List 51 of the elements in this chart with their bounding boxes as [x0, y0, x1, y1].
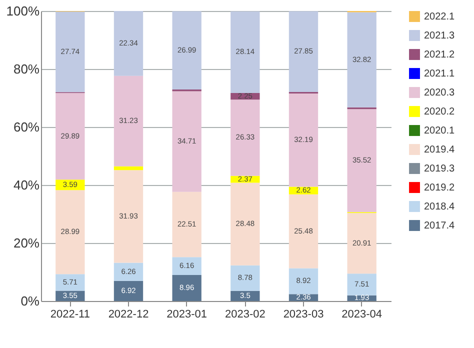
- legend-label: 2018.4: [424, 202, 456, 212]
- x-tick-label: 2022-12: [108, 308, 149, 320]
- bar: [56, 190, 85, 274]
- legend-label: 2020.3: [424, 88, 456, 98]
- bar: [114, 280, 144, 301]
- bar: [114, 166, 144, 170]
- bar: [56, 12, 85, 92]
- bar: [347, 109, 376, 212]
- bar: [347, 274, 376, 296]
- bar: [288, 93, 318, 187]
- bar: [114, 76, 144, 166]
- x-tick-label: 2022-11: [50, 308, 90, 320]
- x-tick-label: 2023-02: [224, 308, 266, 320]
- x-tick-label: 2023-01: [166, 308, 208, 320]
- legend-label: 2019.3: [424, 164, 456, 174]
- bar: [172, 192, 202, 258]
- x-tick-label: 2023-03: [283, 308, 324, 320]
- bar: [288, 268, 318, 294]
- y-tick-label: 100%: [6, 4, 40, 18]
- bar: [288, 194, 318, 268]
- bar: [172, 275, 202, 301]
- legend-label: 2021.1: [424, 68, 456, 80]
- bar: [230, 100, 260, 176]
- bar: [56, 92, 85, 180]
- y-tick-label: 80%: [13, 62, 40, 76]
- bar: [114, 262, 144, 281]
- bar: [114, 11, 144, 76]
- bar: [56, 274, 85, 291]
- bar: [114, 170, 144, 263]
- bar: [172, 11, 202, 90]
- bar: [172, 91, 202, 192]
- bar: [288, 11, 318, 92]
- legend-label: 2019.4: [424, 144, 456, 156]
- legend-label: 2022.1: [424, 12, 456, 22]
- legend-label: 2021.3: [424, 30, 456, 42]
- bar: [230, 265, 260, 291]
- bar: [172, 257, 202, 276]
- legend-label: 2019.2: [424, 182, 456, 194]
- bar: [230, 182, 260, 266]
- bar: [347, 212, 376, 274]
- y-tick-label: 20%: [13, 236, 40, 250]
- y-tick-label: 40%: [13, 178, 40, 192]
- legend-label: 2020.1: [424, 126, 456, 136]
- y-tick-label: 0%: [20, 294, 40, 308]
- legend-label: 2017.4: [424, 220, 456, 232]
- legend-label: 2021.2: [424, 50, 456, 60]
- bar: [230, 11, 260, 94]
- x-tick-label: 2023-04: [342, 308, 382, 320]
- bar: [347, 12, 376, 108]
- legend-label: 2020.2: [424, 106, 456, 118]
- y-tick-label: 60%: [13, 120, 40, 134]
